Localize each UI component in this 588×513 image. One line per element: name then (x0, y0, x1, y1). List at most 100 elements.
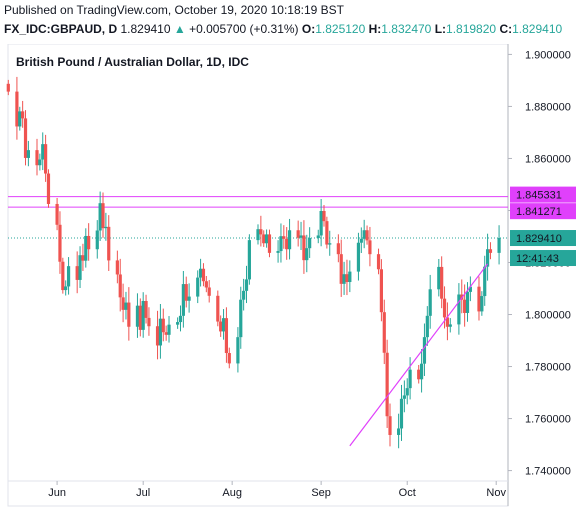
candle-body (408, 369, 412, 389)
last-price-label: 1.829410 (516, 233, 562, 245)
high-label: H: (368, 22, 382, 36)
candle-body (265, 234, 269, 244)
time-tick-label: Jul (136, 487, 150, 499)
candle-body (181, 284, 185, 316)
candle-body (84, 235, 88, 261)
candle-body (244, 279, 249, 291)
support-trendline (349, 263, 489, 447)
candle-body (95, 230, 99, 250)
time-tick-label: Jun (48, 487, 66, 499)
candle-body (485, 249, 490, 267)
candle-body (158, 318, 163, 346)
candle-body (55, 203, 59, 225)
candle-body (75, 266, 79, 280)
price-tick-label: 1.780000 (525, 362, 571, 374)
time-tick-label: Aug (222, 487, 242, 499)
candle-body (282, 236, 286, 239)
open-value: 1.825120 (315, 22, 366, 36)
candle-body (66, 266, 71, 287)
candle-body (319, 210, 323, 236)
candle-body (46, 173, 51, 204)
candle-body (285, 238, 289, 250)
candle-body (267, 234, 272, 253)
candle-body (138, 305, 142, 330)
candle-body (425, 315, 429, 338)
last-price-label-bg (510, 230, 576, 247)
candle-body (167, 324, 171, 335)
candle-body (483, 266, 487, 297)
candle-body (463, 299, 467, 313)
bar-countdown-label-bg (510, 250, 576, 267)
change-arrow-icon: ▲ (173, 22, 186, 36)
candle-body (457, 294, 461, 325)
price-tick-label: 1.760000 (525, 414, 571, 426)
candle-body (15, 91, 19, 127)
candle-body (296, 230, 300, 238)
time-axis[interactable]: Jun Jul Aug Sep Oct Nov (48, 481, 506, 499)
candle-body (164, 332, 168, 335)
low-label: L: (434, 22, 447, 36)
price-change: +0.005700 (+0.31%) (189, 22, 299, 36)
candle-body (101, 203, 105, 229)
trendline-group[interactable] (349, 263, 489, 447)
candle-body (23, 118, 28, 158)
candle-body (144, 300, 148, 318)
symbol-legend: FX_IDC:GBPAUD, D 1.829410 ▲ +0.005700 (+… (4, 22, 562, 36)
level-price-label: 1.845331 (516, 190, 562, 202)
candle-body (465, 291, 470, 313)
candle-body (58, 224, 62, 262)
candle-body (368, 240, 372, 255)
candle-body (236, 337, 240, 364)
candle-body (41, 144, 45, 160)
time-tick-label: Nov (486, 487, 506, 499)
candle-body (382, 312, 386, 353)
level-price-label: 1.841271 (516, 206, 562, 218)
candle-body (35, 150, 39, 166)
candle-body (437, 266, 441, 290)
bar-countdown-label: 12:41:43 (516, 253, 559, 265)
candle-body (308, 238, 312, 249)
chart-title: British Pound / Australian Dollar, 1D, I… (16, 55, 249, 69)
candle-body (227, 353, 231, 364)
candle-body (497, 238, 501, 253)
candle-body (419, 363, 424, 380)
candle-body (388, 416, 392, 435)
candle-body (356, 242, 361, 272)
candle-body (259, 229, 263, 235)
candle-body (276, 251, 280, 253)
candle-body (322, 210, 326, 222)
candle-body (44, 144, 48, 174)
symbol-name[interactable]: FX_IDC:GBPAUD, D (4, 22, 118, 36)
candle-body (204, 281, 208, 288)
candle-body (365, 230, 369, 241)
candle-body (359, 238, 363, 243)
candle-body (477, 286, 481, 312)
candle-body (262, 234, 266, 244)
close-label: C: (499, 22, 513, 36)
open-label: O: (301, 22, 316, 36)
candle-body (115, 260, 119, 275)
candle-body (348, 271, 352, 283)
candle-body (379, 269, 383, 313)
candle-body (442, 298, 447, 318)
candle-body (397, 428, 401, 435)
price-tick-label: 1.900000 (525, 49, 571, 61)
candle-body (221, 318, 226, 332)
candle-body (155, 326, 160, 346)
price-tick-label: 1.860000 (525, 153, 571, 165)
candle-body (196, 277, 200, 297)
low-value: 1.819820 (446, 22, 497, 36)
price-chart[interactable]: British Pound / Australian Dollar, 1D, I… (0, 44, 588, 513)
candle-body (26, 150, 30, 158)
candle-body (78, 255, 82, 280)
price-tick-label: 1.800000 (525, 310, 571, 322)
candle-body (161, 318, 165, 333)
candle-body (239, 299, 243, 338)
candle-body (402, 395, 406, 399)
candle-body (428, 289, 432, 316)
candle-body (224, 318, 229, 354)
candle-body (21, 111, 25, 119)
candle-body (207, 287, 211, 296)
price-labels: 1.845331 1.841271 1.829410 12:41:43 (510, 186, 576, 267)
publish-note: Published on TradingView.com, October 19… (4, 3, 344, 17)
